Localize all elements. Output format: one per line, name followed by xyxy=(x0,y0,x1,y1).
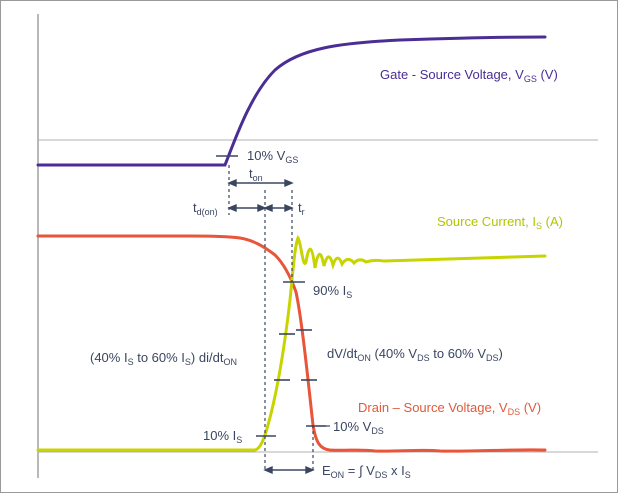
gate-source-voltage-curve xyxy=(36,35,547,167)
t-r-label: tr xyxy=(298,200,305,217)
source-current-label: Source Current, IS (A) xyxy=(437,214,563,231)
is-90-label: 90% IS xyxy=(313,283,352,300)
is-10-label: 10% IS xyxy=(203,428,242,445)
vds-10-label: 10% VDS xyxy=(333,419,384,436)
di-dt-label: (40% IS to 60% IS) di/dtON xyxy=(90,350,237,367)
dv-dt-label: dV/dtON (40% VDS to 60% VDS) xyxy=(327,346,503,363)
e-on-arrow xyxy=(263,465,315,475)
t-r-arrow xyxy=(263,203,294,213)
vgs-10-label: 10% VGS xyxy=(247,148,298,165)
t-d-on-label: td(on) xyxy=(193,200,218,217)
t-d-on-arrow xyxy=(227,203,267,213)
drain-source-voltage-curve xyxy=(36,234,547,453)
source-current-curve xyxy=(36,235,547,452)
drain-source-voltage-label: Drain – Source Voltage, VDS (V) xyxy=(358,400,541,417)
t-on-label: ton xyxy=(249,166,263,183)
t-on-arrow xyxy=(227,178,294,188)
gate-source-voltage-label: Gate - Source Voltage, VGS (V) xyxy=(380,67,558,84)
e-on-label: EON = ∫ VDS x IS xyxy=(322,463,411,480)
